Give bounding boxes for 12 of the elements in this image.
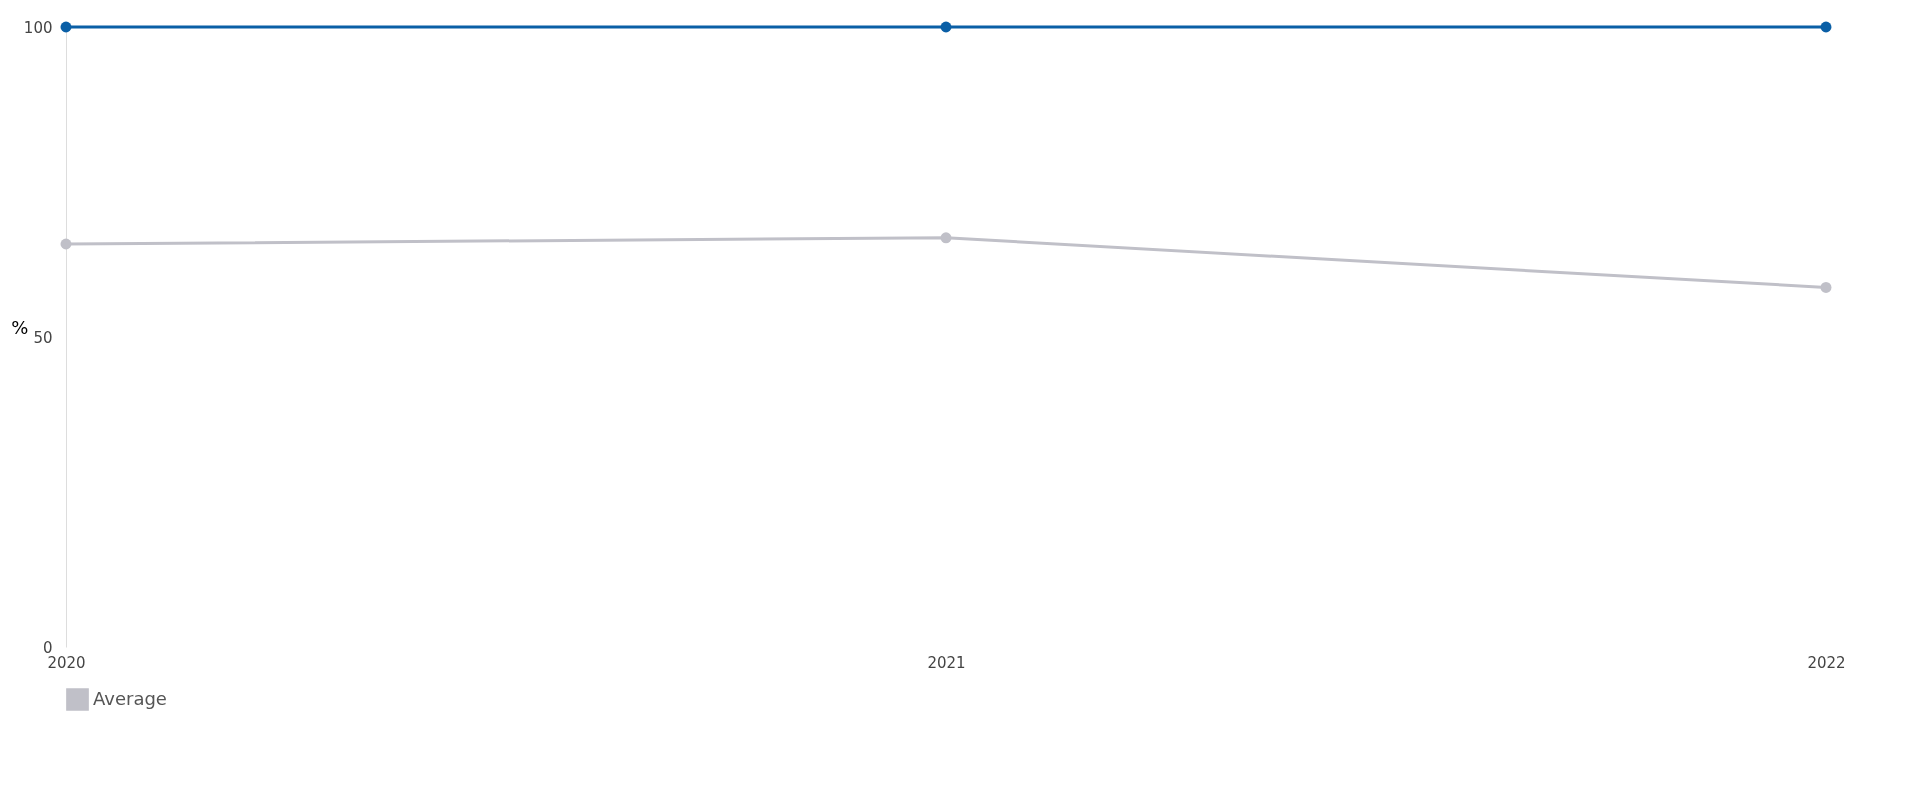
point [940, 232, 952, 244]
point [1820, 21, 1832, 33]
y-axis-title: % [11, 316, 29, 338]
point [60, 238, 72, 250]
point [60, 21, 72, 33]
x-tick-label: 2021 [927, 653, 966, 672]
point [940, 21, 952, 33]
y-tick-label: 100 [23, 18, 53, 37]
y-tick-label: 50 [33, 328, 53, 347]
point [1820, 281, 1832, 293]
legend-label: Average [93, 687, 167, 709]
x-tick-label: 2022 [1807, 653, 1846, 672]
